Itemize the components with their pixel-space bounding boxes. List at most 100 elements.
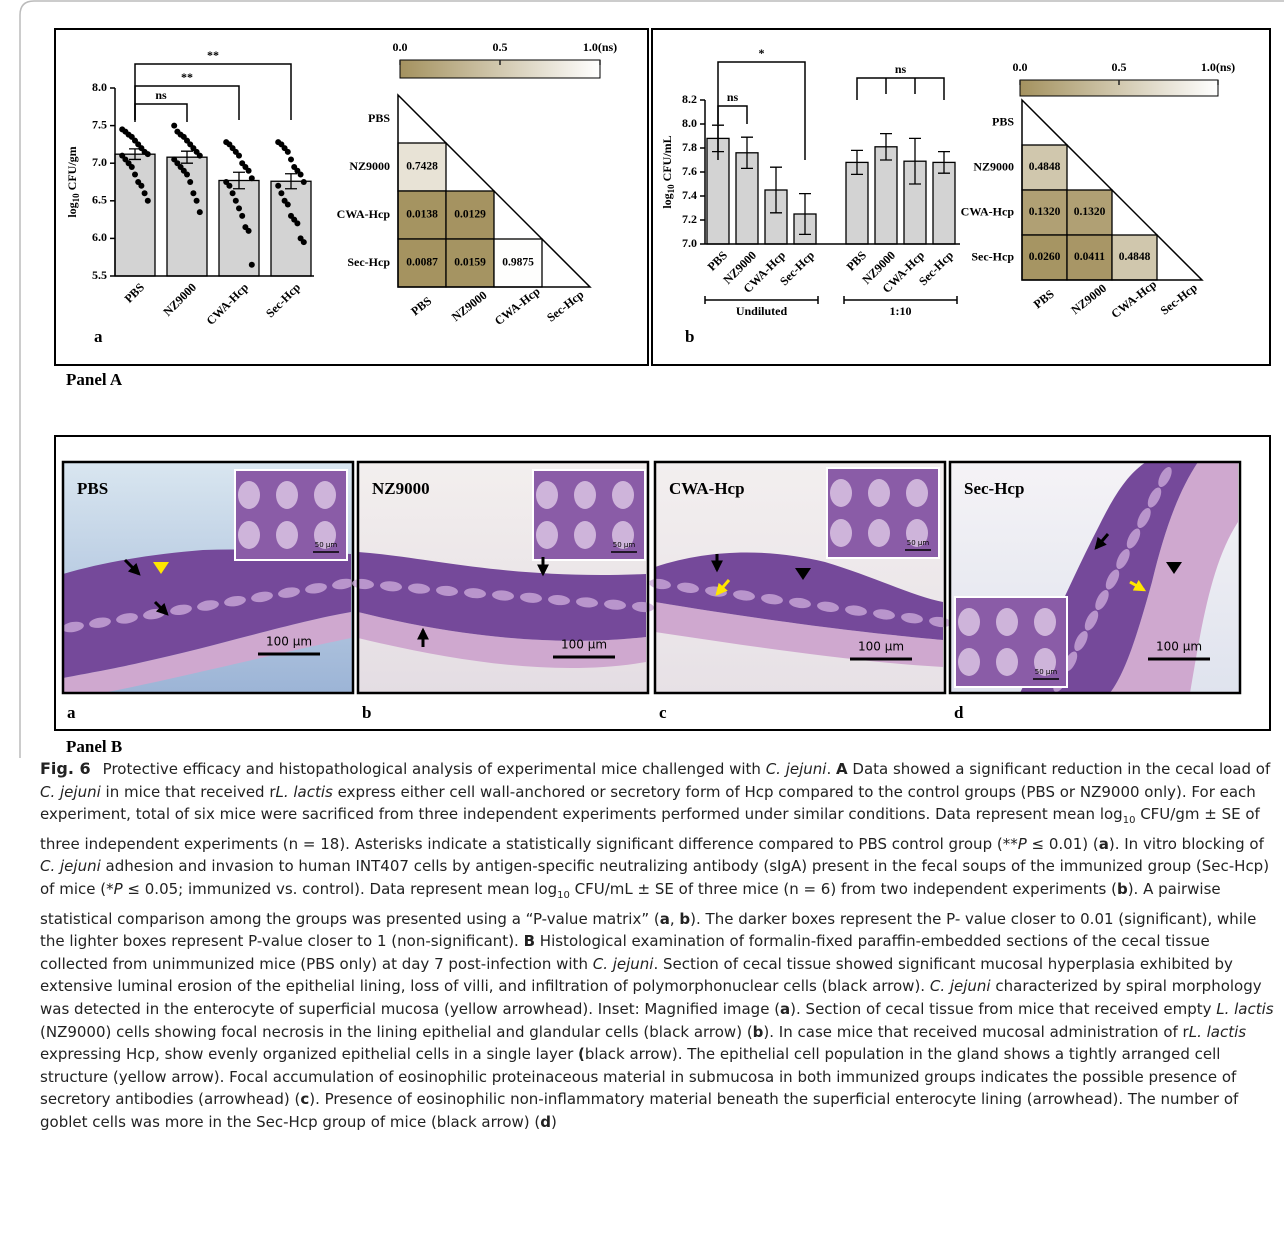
x-tick-label: PBS [122,280,148,306]
significance-bracket [135,104,187,122]
inset-gland [574,521,596,549]
caption-text: d [540,1113,551,1131]
matrix-cell-label: 0.0411 [1074,251,1105,263]
y-tick-label: 7.0 [92,155,107,169]
caption-text: ( [578,1045,585,1063]
data-point [142,190,148,196]
column-label: Sec-Hcp [544,287,586,324]
y-tick-label: 8.0 [682,116,697,130]
caption-text: C. jejuni [40,783,101,801]
scale-label: 100 µm [266,635,312,649]
column-label: PBS [408,294,434,319]
inset-scale-label: 50 µm [315,541,338,549]
data-point [190,190,196,196]
bar [219,180,259,276]
significance-bracket [857,78,944,100]
caption-text: b [679,910,690,928]
inset-gland [958,608,980,636]
caption-text: B [524,932,535,950]
caption-text: ≤ 0.05; immunized vs. control). Data rep… [123,880,558,898]
bar [933,162,955,244]
matrix-cell-label: 0.9875 [502,257,534,269]
significance-label: ns [727,90,739,104]
caption-text: Data showed a significant reduction in t… [848,760,1271,778]
data-point [187,179,193,185]
matrix-cell-label: 0.0087 [406,257,438,269]
matrix-cell-label: 0.1320 [1074,206,1106,218]
matrix-cell-label: 0.0129 [454,209,486,221]
inset-gland [868,519,890,547]
image-title: PBS [77,479,108,498]
y-axis-label: log10 CFU/gm [65,146,81,217]
bar [271,181,311,276]
y-tick-label: 7.2 [682,212,697,226]
colorbar-tick-label: 1.0(ns) [583,40,617,54]
inset-gland [276,521,298,549]
y-tick-label: 8.0 [92,80,107,94]
y-tick-label: 6.0 [92,230,107,244]
y-axis-label-part: log [65,202,79,217]
data-point [301,179,307,185]
caption-text: (NZ9000) cells showing focal necrosis in… [40,1023,753,1041]
y-axis-label: log10 CFU/mL [660,135,676,208]
row-label: NZ9000 [349,159,390,173]
group-label: Undiluted [736,304,788,318]
inset-gland [830,479,852,507]
data-point [285,202,291,208]
data-point [197,209,203,215]
data-point [294,220,300,226]
inset-gland [238,521,260,549]
y-tick-label: 6.5 [92,193,107,207]
data-point [184,171,190,177]
image-title: CWA-Hcp [669,479,745,498]
data-point [129,164,135,170]
column-label: CWA-Hcp [1108,277,1159,321]
inset-gland [868,479,890,507]
caption-text: expressing Hcp, show evenly organized ep… [40,1045,578,1063]
inset-gland [612,481,634,509]
row-label: PBS [368,111,390,125]
significance-bracket [718,62,805,160]
y-tick-label: 5.5 [92,268,107,282]
colorbar-tick-label: 0.0 [1013,60,1028,74]
inset-gland [996,608,1018,636]
x-tick-label: Sec-Hcp [263,280,303,320]
data-point [230,190,236,196]
data-point [226,183,232,189]
caption-text: ). In vitro blocking of [1109,835,1264,853]
group-label: 1:10 [890,304,912,318]
data-point [145,198,151,204]
subpanel-label: b [362,703,371,722]
caption-text: Protective efficacy and histopathologica… [103,760,766,778]
inset-scale-label: 50 µm [907,539,930,547]
colorbar-tick-label: 0.0 [393,40,408,54]
y-axis-label-part: CFU/mL [660,135,674,184]
caption-text: a [780,1000,790,1018]
y-axis-label-part: log [660,193,674,208]
image-title: Sec-Hcp [964,479,1024,498]
matrix-cell-label: 0.7428 [406,161,438,173]
y-tick-label: 7.4 [682,188,697,202]
caption-text: 10 [557,890,570,901]
figure-caption: Fig. 6Protective efficacy and histopatho… [40,758,1276,1134]
bar [875,147,897,244]
caption-text: **P [1003,835,1027,853]
page: {"chart_data": [ {"type": "bar", "panel_… [0,0,1284,1246]
data-point [233,198,239,204]
inset-gland [574,481,596,509]
histology-image: 50 µm100 µmNZ9000 [352,462,655,693]
significance-label: * [759,46,765,60]
caption-text: b [1117,880,1128,898]
data-point [278,190,284,196]
x-tick-label: CWA-Hcp [203,280,251,328]
caption-text: L. lactis [276,783,333,801]
data-point [301,239,307,245]
data-point [285,149,291,155]
caption-text: ). Section of cecal tissue from mice tha… [790,1000,1216,1018]
matrix-cell-label: 0.0138 [406,209,438,221]
data-point [246,228,252,234]
data-point [197,153,203,159]
caption-text: C. jejuni [593,955,654,973]
column-label: PBS [1031,287,1057,312]
data-point [132,171,138,177]
